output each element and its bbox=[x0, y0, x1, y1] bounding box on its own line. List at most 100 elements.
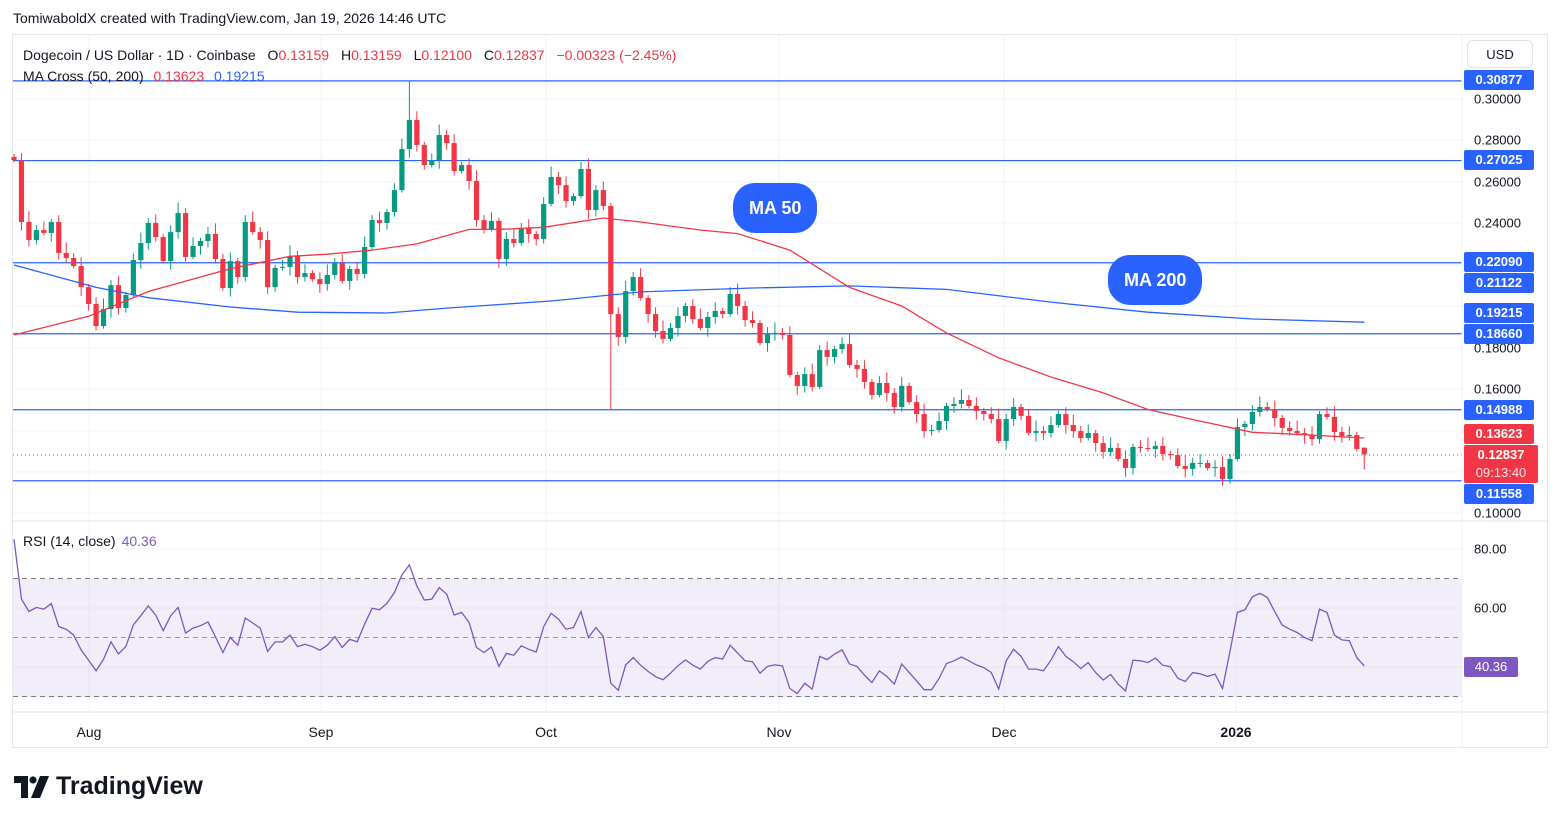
candle bbox=[384, 208, 390, 230]
candle-body bbox=[481, 220, 487, 229]
candle-body bbox=[488, 220, 495, 229]
candle-body bbox=[1287, 427, 1293, 432]
currency-button[interactable]: USD bbox=[1467, 40, 1533, 68]
close-key: C bbox=[483, 47, 494, 63]
candle-body bbox=[473, 180, 480, 221]
candle bbox=[279, 260, 286, 271]
candle-body bbox=[570, 196, 577, 202]
candle bbox=[1040, 426, 1047, 440]
candle bbox=[899, 377, 905, 412]
candle-body bbox=[376, 220, 383, 223]
candle bbox=[1152, 440, 1158, 458]
candle-body bbox=[182, 213, 189, 257]
candle bbox=[1272, 400, 1278, 427]
candle-body bbox=[235, 261, 241, 278]
candle bbox=[608, 202, 614, 410]
candle bbox=[548, 166, 554, 207]
candle bbox=[943, 402, 950, 430]
price-tick: 0.28000 bbox=[1474, 132, 1521, 148]
candle bbox=[533, 230, 539, 246]
candle-body bbox=[1048, 425, 1054, 434]
candle bbox=[981, 407, 987, 421]
candle-body bbox=[41, 230, 47, 233]
rsi-last-label: 40.36 bbox=[1464, 657, 1518, 677]
candle-body bbox=[332, 262, 338, 275]
ma-row: MA Cross (50, 200) 0.13623 0.19215 bbox=[23, 66, 676, 87]
candle-body bbox=[309, 273, 315, 280]
candle bbox=[421, 141, 427, 170]
candle bbox=[1182, 455, 1188, 478]
candle bbox=[123, 291, 129, 313]
candle bbox=[168, 225, 174, 270]
candle-body bbox=[220, 259, 226, 288]
candle-body bbox=[1018, 407, 1024, 416]
candle-body bbox=[593, 190, 599, 210]
candle-body bbox=[914, 402, 920, 415]
candle-body bbox=[287, 255, 293, 267]
candle-body bbox=[414, 119, 420, 145]
candle-body bbox=[1085, 433, 1091, 439]
candle bbox=[697, 308, 703, 331]
candle-body bbox=[115, 285, 122, 309]
candle bbox=[1078, 426, 1084, 443]
candle bbox=[779, 327, 785, 340]
candle bbox=[1309, 426, 1315, 446]
candle-body bbox=[1301, 433, 1308, 435]
candle-body bbox=[996, 419, 1002, 441]
candle bbox=[518, 222, 524, 246]
rsi-title[interactable]: RSI (14, close) bbox=[23, 533, 116, 549]
time-label: Nov bbox=[766, 724, 792, 740]
candle bbox=[466, 158, 472, 190]
candle bbox=[48, 218, 54, 242]
candle-body bbox=[891, 392, 897, 408]
time-label: 2026 bbox=[1220, 724, 1252, 740]
candle-body bbox=[384, 212, 390, 223]
candle bbox=[727, 287, 733, 317]
candle-body bbox=[772, 332, 778, 334]
candle bbox=[1122, 450, 1129, 477]
tradingview-logo[interactable]: TradingView bbox=[14, 772, 203, 801]
candle bbox=[1242, 420, 1248, 436]
candle-body bbox=[1309, 434, 1315, 440]
candle bbox=[429, 153, 435, 168]
candle-body bbox=[548, 177, 554, 204]
candle bbox=[682, 302, 688, 323]
candle bbox=[1227, 454, 1233, 484]
candle-body bbox=[175, 213, 181, 233]
open-value: 0.13159 bbox=[278, 47, 330, 63]
candle-body bbox=[153, 222, 159, 238]
candle-body bbox=[712, 310, 718, 317]
candle-body bbox=[533, 233, 539, 239]
candle bbox=[1264, 402, 1270, 412]
candle-body bbox=[667, 327, 674, 339]
candle-body bbox=[1093, 433, 1099, 444]
candle bbox=[914, 395, 920, 423]
candle bbox=[690, 299, 696, 324]
candle-body bbox=[279, 266, 286, 268]
candle bbox=[130, 253, 136, 298]
candle bbox=[220, 254, 226, 291]
chart-frame bbox=[12, 34, 1548, 748]
price-tick: 0.10000 bbox=[1474, 505, 1521, 521]
rsi-value: 40.36 bbox=[121, 533, 157, 549]
candle bbox=[354, 262, 360, 281]
candle bbox=[749, 311, 756, 328]
time-label: Dec bbox=[991, 724, 1017, 740]
candle bbox=[824, 341, 830, 366]
candle-body bbox=[697, 319, 703, 328]
horizontal-lines bbox=[13, 80, 1462, 482]
candle bbox=[1063, 407, 1069, 434]
symbol-title[interactable]: Dogecoin / US Dollar · 1D · Coinbase bbox=[23, 47, 256, 63]
candle bbox=[1093, 429, 1099, 452]
candle-body bbox=[630, 277, 636, 292]
ma-indicator-title[interactable]: MA Cross (50, 200) bbox=[23, 68, 144, 84]
candle-body bbox=[78, 266, 84, 288]
candle-body bbox=[1249, 411, 1255, 424]
candle bbox=[451, 134, 457, 176]
candle bbox=[794, 371, 800, 395]
candle bbox=[1205, 459, 1211, 471]
candle bbox=[1145, 437, 1151, 452]
candle-body bbox=[832, 349, 838, 357]
candle-body bbox=[876, 383, 882, 396]
